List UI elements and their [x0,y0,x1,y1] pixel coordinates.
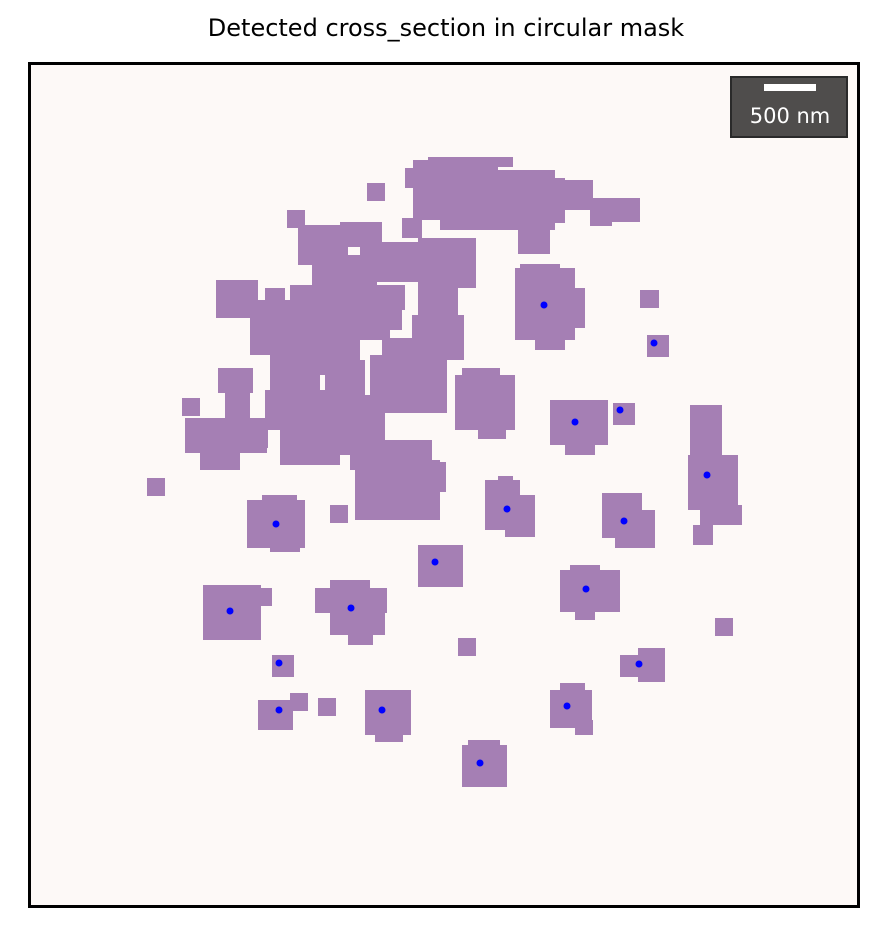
scale-bar-line [764,84,816,91]
region-left-cluster [182,222,476,520]
image-title: Detected cross_section in circular mask [207,14,685,42]
centroid-marker [635,660,643,668]
centroid-marker [703,471,711,479]
centroid-marker [582,585,590,593]
centroid-marker [540,301,548,309]
region-small-squares [147,183,733,716]
centroid-marker [226,607,234,615]
centroid-marker [476,759,484,767]
centroid-marker [275,706,283,714]
centroid-marker [650,339,658,347]
centroid-marker [275,659,283,667]
centroid-marker [347,604,355,612]
centroid-marker [431,558,439,566]
centroid-marker [272,520,280,528]
region-middle-blob [455,368,515,439]
centroid-markers [226,301,711,767]
centroid-marker [571,418,579,426]
segmented-regions [147,157,742,787]
region-top-cluster [405,157,640,254]
centroid-marker [378,706,386,714]
centroid-marker [563,702,571,710]
centroid-marker [616,406,624,414]
scale-bar-label: 500 nm [749,104,831,128]
scale-bar: 500 nm [730,76,848,138]
centroid-marker [503,505,511,513]
centroid-marker [620,517,628,525]
region-right-blobs [418,264,742,787]
